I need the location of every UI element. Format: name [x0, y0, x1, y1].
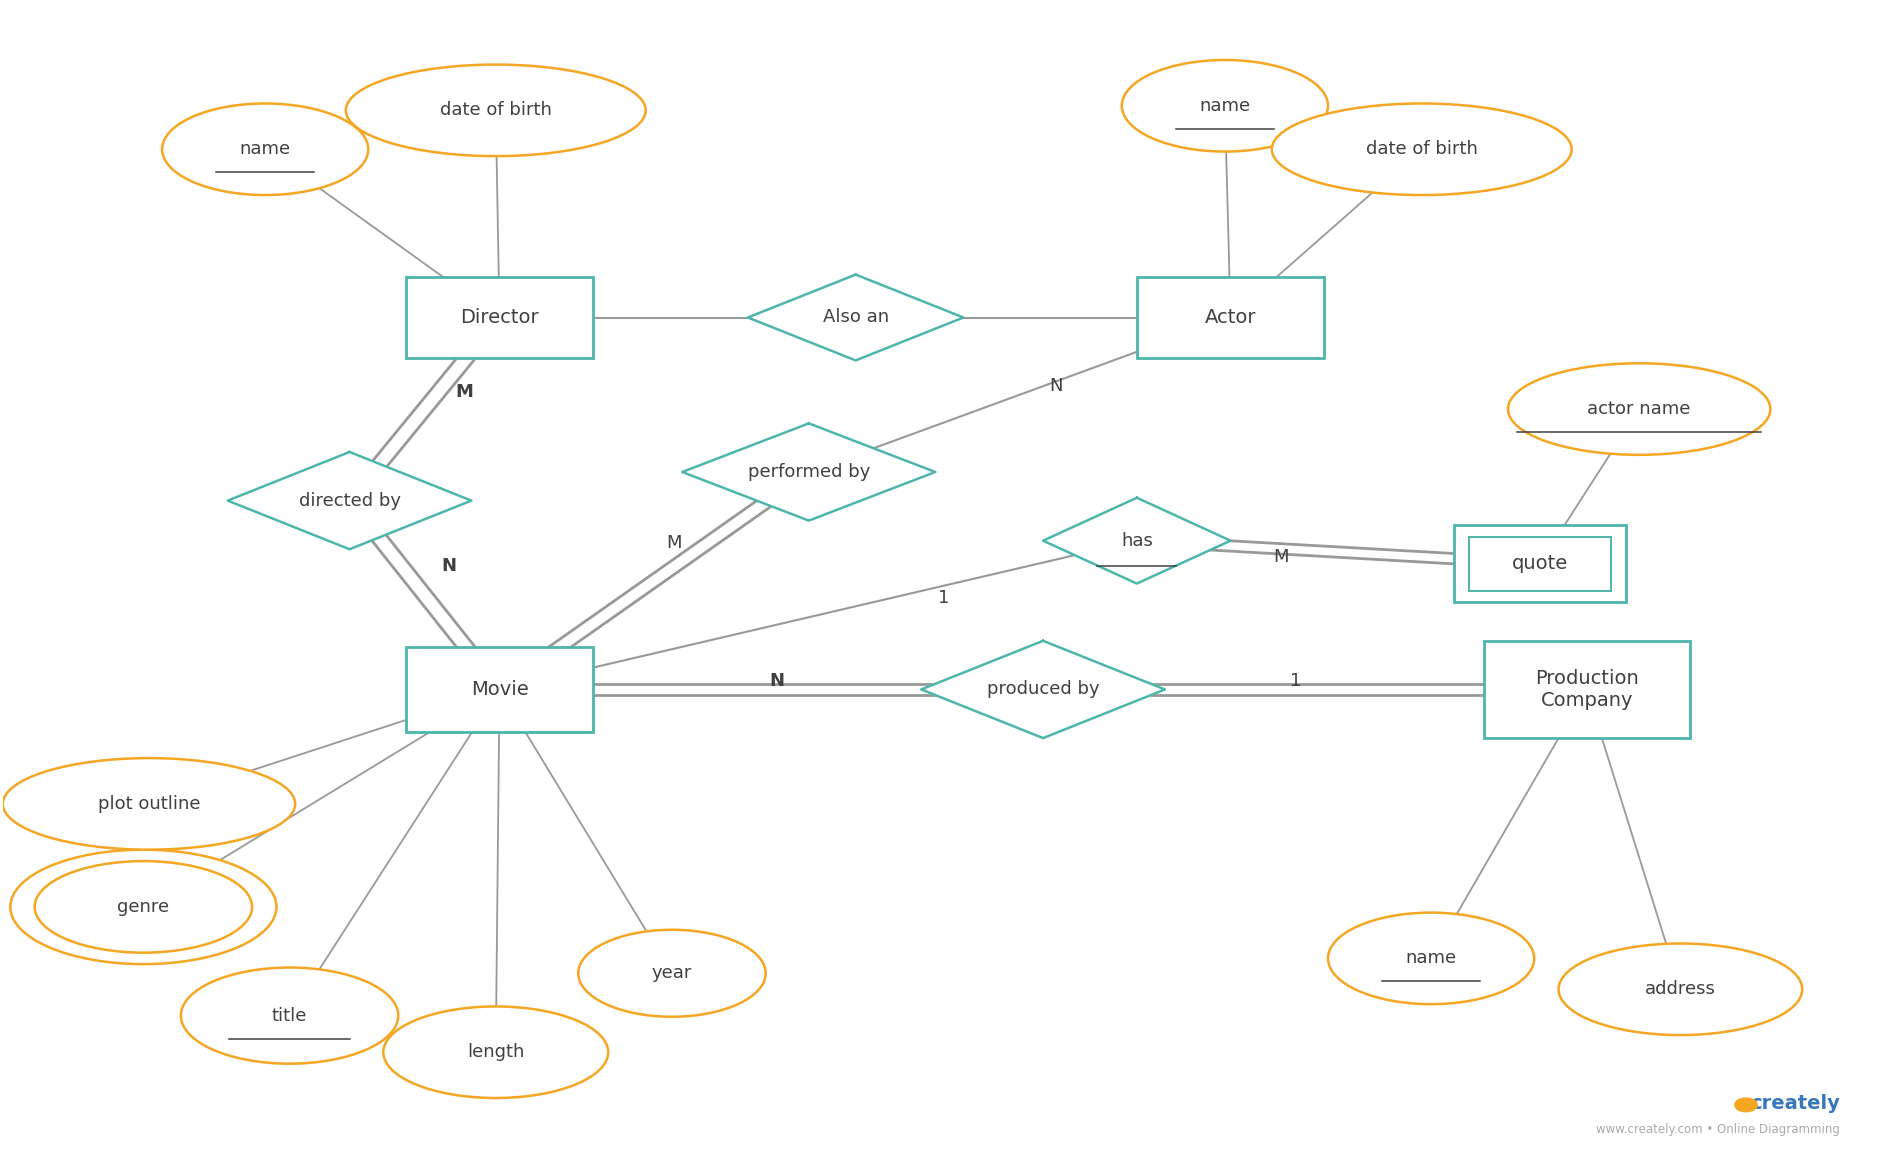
Polygon shape — [1043, 498, 1231, 583]
Text: Actor: Actor — [1205, 308, 1256, 327]
Ellipse shape — [180, 967, 399, 1064]
Text: Director: Director — [461, 308, 540, 327]
Text: M: M — [1273, 547, 1290, 566]
Polygon shape — [921, 641, 1166, 738]
FancyBboxPatch shape — [1483, 641, 1690, 738]
FancyBboxPatch shape — [406, 646, 594, 733]
Ellipse shape — [1271, 104, 1572, 196]
Text: performed by: performed by — [748, 463, 870, 481]
Ellipse shape — [1559, 943, 1803, 1035]
Text: quote: quote — [1512, 554, 1568, 573]
Text: directed by: directed by — [299, 491, 400, 509]
Text: name: name — [1406, 950, 1457, 967]
Text: Also an: Also an — [823, 308, 889, 327]
Ellipse shape — [1327, 913, 1534, 1004]
Text: actor name: actor name — [1587, 400, 1690, 419]
Text: Movie: Movie — [470, 680, 528, 699]
FancyBboxPatch shape — [1453, 524, 1626, 603]
Ellipse shape — [1508, 363, 1771, 455]
FancyBboxPatch shape — [406, 277, 594, 358]
FancyBboxPatch shape — [1137, 277, 1324, 358]
Ellipse shape — [579, 930, 765, 1017]
Circle shape — [1735, 1098, 1758, 1112]
Polygon shape — [682, 423, 936, 521]
Text: genre: genre — [117, 898, 169, 915]
Text: M: M — [455, 383, 474, 401]
Text: 1: 1 — [938, 589, 949, 607]
Text: 1: 1 — [1290, 673, 1301, 690]
Ellipse shape — [162, 104, 368, 196]
Text: M: M — [666, 534, 682, 552]
Text: address: address — [1645, 980, 1716, 998]
Ellipse shape — [34, 861, 252, 952]
Ellipse shape — [1122, 60, 1327, 152]
Text: plot outline: plot outline — [98, 795, 201, 813]
Text: date of birth: date of birth — [1365, 140, 1478, 159]
Ellipse shape — [384, 1006, 609, 1098]
Ellipse shape — [9, 850, 276, 964]
Text: produced by: produced by — [987, 681, 1100, 698]
Text: N: N — [442, 557, 457, 575]
Text: length: length — [466, 1043, 525, 1061]
Text: has: has — [1120, 531, 1152, 550]
Polygon shape — [227, 452, 472, 550]
Text: year: year — [652, 964, 692, 982]
Text: name: name — [239, 140, 291, 159]
Text: title: title — [273, 1006, 306, 1025]
Text: date of birth: date of birth — [440, 101, 551, 120]
Text: creately: creately — [1750, 1094, 1841, 1113]
Text: name: name — [1199, 97, 1250, 115]
FancyBboxPatch shape — [1468, 537, 1611, 591]
Text: N: N — [1049, 377, 1062, 396]
Text: N: N — [769, 673, 784, 690]
Text: www.creately.com • Online Diagramming: www.creately.com • Online Diagramming — [1596, 1122, 1841, 1136]
Ellipse shape — [346, 64, 645, 156]
Polygon shape — [748, 275, 963, 360]
Ellipse shape — [2, 758, 295, 850]
Text: Production
Company: Production Company — [1534, 669, 1639, 710]
